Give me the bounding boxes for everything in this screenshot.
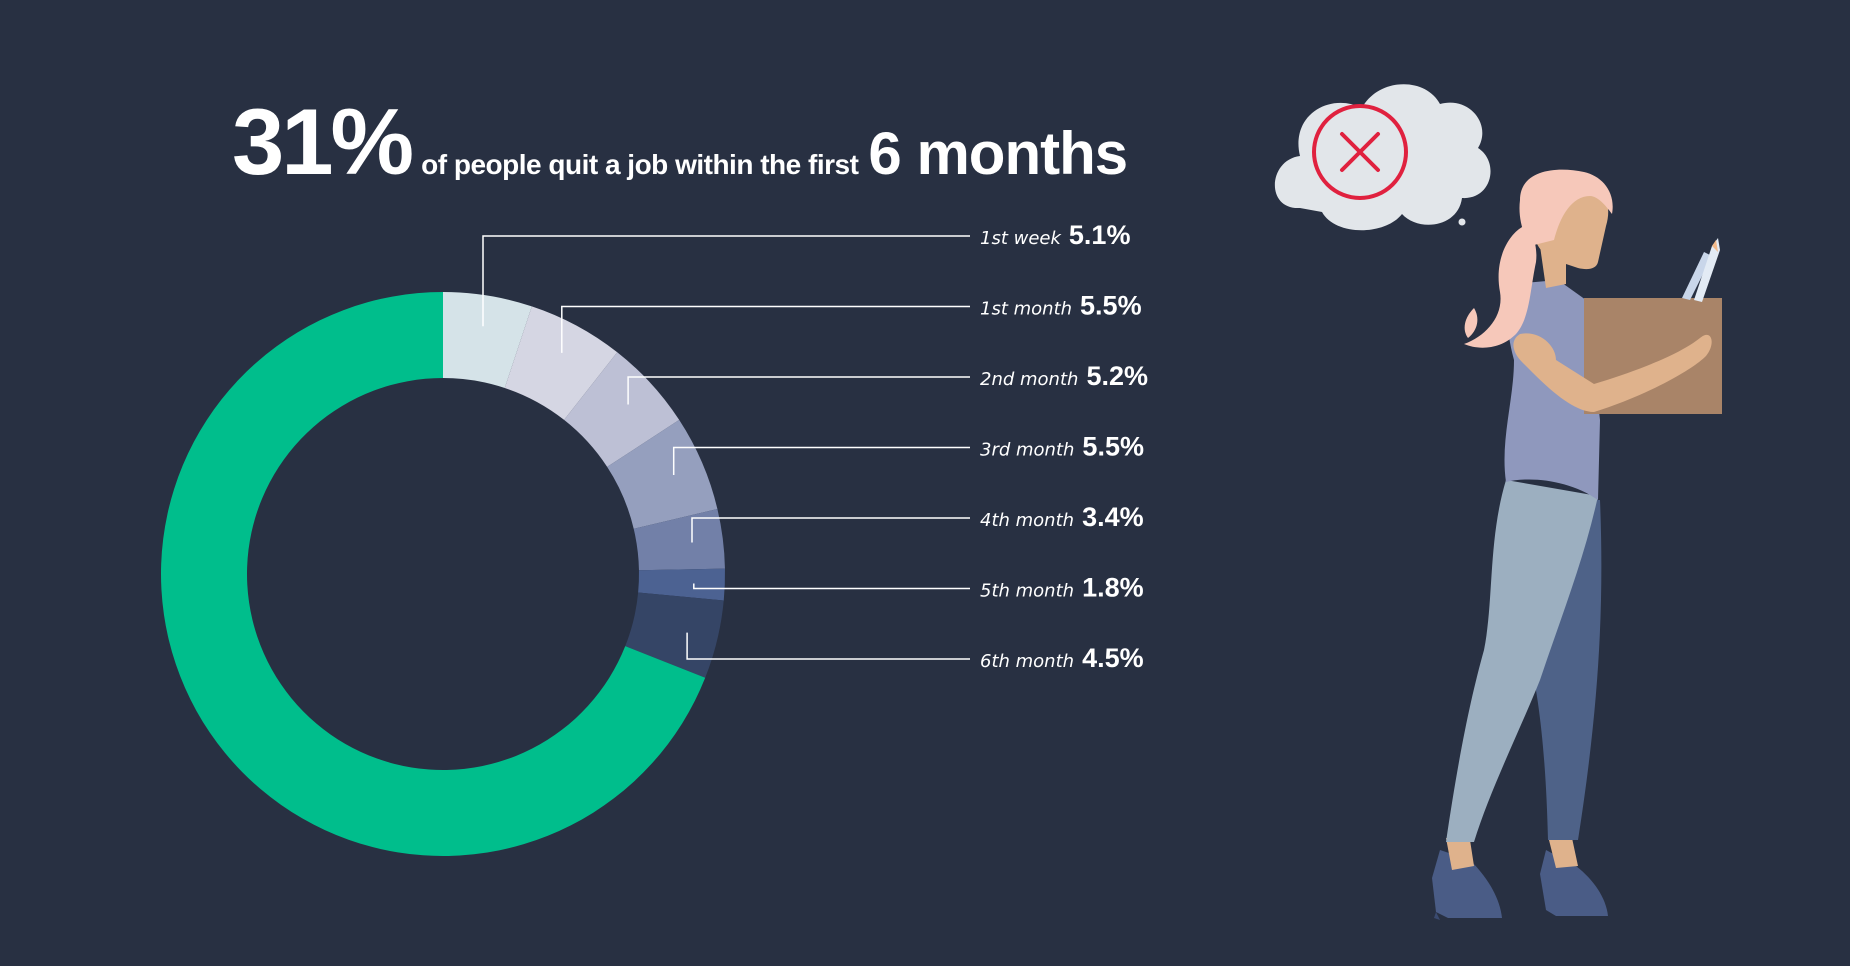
slice-label-7: 6th month 4.5% — [980, 643, 1144, 673]
headline-text: of people quit a job within the first — [421, 149, 859, 180]
slice-label-category: 6th month — [980, 651, 1074, 672]
slice-label-category: 1st month — [980, 299, 1072, 320]
slice-label-value: 4.5% — [1082, 643, 1144, 673]
slice-label-5: 4th month 3.4% — [980, 502, 1144, 532]
leader-line-7 — [686, 632, 970, 660]
slice-label-value: 5.5% — [1082, 432, 1144, 462]
leader-line-3 — [627, 376, 970, 405]
slice-label-1: 1st week 5.1% — [980, 220, 1130, 250]
headline-period: 6 months — [868, 120, 1128, 187]
donut-slice-1 — [443, 292, 532, 388]
leader-line-1 — [482, 235, 970, 327]
slice-label-category: 5th month — [980, 581, 1074, 602]
leader-line-5 — [691, 517, 970, 543]
donut-slice-remainder — [160, 292, 706, 856]
donut-slice-6 — [638, 568, 725, 601]
slice-label-value: 1.8% — [1082, 573, 1144, 603]
donut-slice-7 — [625, 592, 724, 678]
slice-label-category: 4th month — [980, 510, 1074, 531]
slice-label-value: 5.5% — [1080, 291, 1142, 321]
donut-slice-3 — [564, 352, 680, 467]
slice-label-2: 1st month 5.5% — [980, 291, 1142, 321]
page-title: 31% of people quit a job within the firs… — [232, 88, 1128, 196]
slice-label-3: 2nd month 5.2% — [980, 361, 1148, 391]
leader-line-6 — [693, 583, 970, 590]
headline-value: 31% — [232, 89, 414, 194]
slice-label-value: 5.2% — [1086, 361, 1148, 391]
slice-label-category: 1st week — [980, 228, 1062, 249]
donut-slice-5 — [633, 509, 725, 571]
leader-line-4 — [672, 446, 970, 475]
slice-label-6: 5th month 1.8% — [980, 573, 1144, 603]
thought-bubble-cross-icon — [1274, 84, 1491, 231]
leader-line-2 — [561, 305, 970, 353]
slice-label-4: 3rd month 5.5% — [980, 432, 1144, 462]
slice-label-category: 3rd month — [980, 440, 1074, 461]
donut-slice-2 — [504, 306, 618, 420]
slice-label-value: 3.4% — [1082, 502, 1144, 532]
slice-label-value: 5.1% — [1069, 220, 1131, 250]
slice-label-category: 2nd month — [980, 369, 1078, 390]
